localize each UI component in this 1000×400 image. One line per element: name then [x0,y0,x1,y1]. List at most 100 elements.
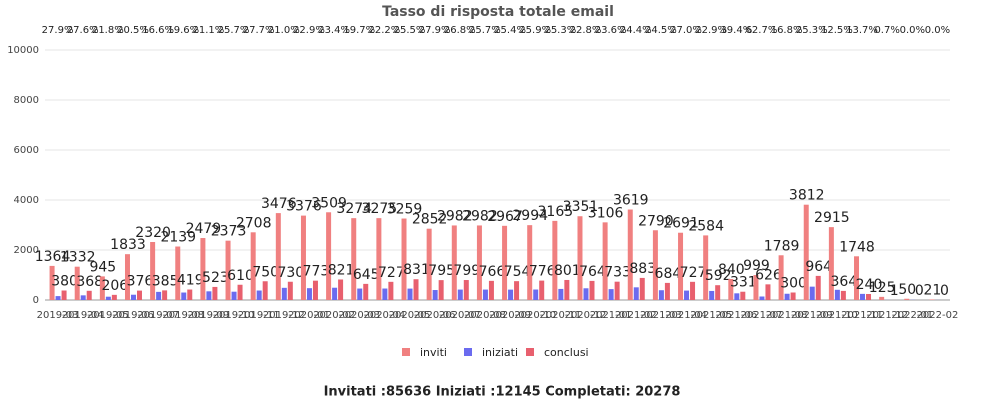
x-tick-label: 2020-02 [313,310,355,321]
rate-label: 16.6% [142,25,174,36]
bar [187,289,193,300]
rate-label: 12.5% [821,25,853,36]
x-tick-label: 2020-07 [439,310,481,321]
bar [834,289,840,300]
value-label: 645 [353,267,380,283]
bar [150,242,156,300]
y-tick-label: 2000 [14,245,39,256]
rate-label: 22.2% [368,25,400,36]
rate-label: 21.8% [92,25,124,36]
x-tick-label: 2020-06 [414,310,456,321]
value-label: 3476 [261,196,297,212]
rate-label: 21.1% [193,25,225,36]
x-tick-label: 2021-04 [665,310,707,321]
bar [753,275,759,300]
bar [332,287,338,300]
bar [401,218,407,300]
value-label: 3106 [588,205,624,221]
value-label: 2691 [663,216,699,232]
value-label: 50 [898,282,916,298]
rate-label: 22.9% [293,25,325,36]
bar [256,290,262,300]
bar [275,213,281,300]
value-label: 331 [730,275,757,291]
bar [652,230,658,300]
bar [502,225,508,300]
bar [105,296,111,300]
rate-label: 19.6% [167,25,199,36]
bar [407,288,413,300]
value-label: 2320 [135,225,171,241]
value-label: 1789 [764,238,800,254]
rate-label: 22.8% [570,25,602,36]
bar [206,291,212,300]
bar [225,240,231,300]
value-label: 964 [805,259,832,275]
bar [577,216,583,300]
x-tick-label: 2019-10 [213,310,255,321]
bar [558,288,564,300]
x-tick-label: 2022-02 [917,310,959,321]
value-label: 2967 [487,209,523,225]
bar [287,281,293,300]
rate-label: 25.4% [494,25,526,36]
value-label: 945 [89,259,116,275]
value-label: 2584 [688,218,724,234]
legend-swatch [526,348,534,356]
value-label: 727 [378,265,405,281]
bar [840,290,846,300]
x-tick-label: 2021-01 [590,310,632,321]
value-label: 0 [940,283,949,299]
rate-label: 26.8% [444,25,476,36]
x-tick-label: 2021-11 [841,310,883,321]
legend-swatch [464,348,472,356]
bar [527,225,533,300]
x-tick-label: 2021-10 [816,310,858,321]
x-tick-label: 2020-04 [363,310,405,321]
bar [539,280,545,300]
value-label: 776 [529,264,556,280]
legend-label: iniziati [482,346,518,359]
rate-label: 13.7% [846,25,878,36]
legend-swatch [402,348,410,356]
bar [136,290,142,300]
bar [124,254,130,300]
bar [608,289,614,300]
bar [482,289,488,300]
value-label: 21 [924,282,942,298]
bar [162,290,168,300]
rate-label: 27.9% [42,25,74,36]
x-tick-label: 2021-06 [715,310,757,321]
value-label: 368 [76,274,103,290]
bar [130,294,136,300]
bar [111,294,117,300]
value-label: 3509 [311,195,347,211]
x-tick-label: 2020-08 [464,310,506,321]
bar [281,287,287,300]
value-label: 1332 [60,250,96,266]
bar [589,280,595,300]
x-tick-label: 2021-02 [615,310,657,321]
bar [633,287,639,300]
value-label: 3351 [563,199,599,215]
x-tick-label: 2019-03 [37,310,79,321]
value-label: 364 [831,274,858,290]
bar [451,225,457,300]
bar [300,215,306,300]
bar [306,288,312,300]
bar [690,281,696,300]
bar [879,296,885,300]
value-label: 684 [655,266,682,282]
value-label: 2982 [462,208,498,224]
rate-label: 62.7% [746,25,778,36]
value-label: 2708 [236,215,272,231]
bar [929,299,935,300]
bar [237,284,243,300]
value-label: 626 [755,267,782,283]
bar [61,290,67,300]
x-tick-label: 2021-08 [766,310,808,321]
bar [156,291,162,300]
bar [866,294,872,300]
bar [99,276,105,300]
bar [639,277,645,300]
